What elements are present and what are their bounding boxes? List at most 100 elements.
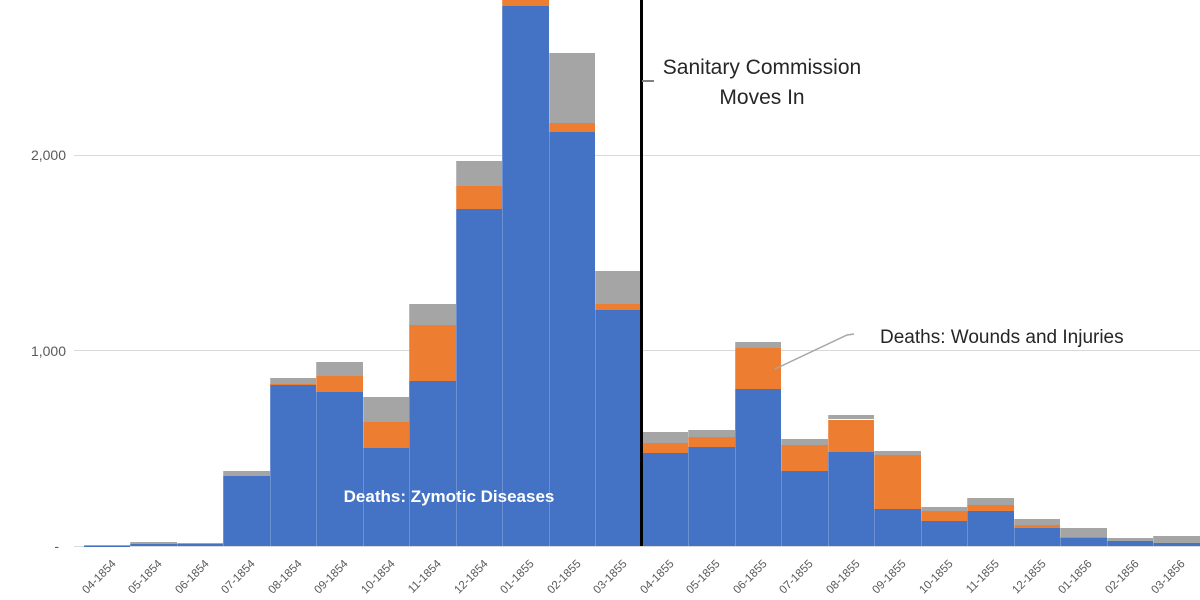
bar-segment-other: [827, 414, 874, 420]
bar-segment-wounds: [688, 437, 735, 447]
x-axis-tick-label: 01-1856: [1056, 558, 1095, 597]
bar-segment-wounds: [316, 376, 363, 392]
x-axis-tick-label: 12-1855: [1009, 558, 1049, 597]
x-axis-tick-label: 03-1855: [591, 558, 630, 597]
bar-segment-zymotic: [409, 380, 456, 546]
bar-segment-other: [548, 52, 595, 124]
bar-segment-other: [223, 471, 270, 476]
bar-segment-zymotic: [595, 310, 642, 546]
x-axis-tick-label: 07-1854: [219, 558, 258, 597]
bar-segment-wounds: [362, 421, 409, 448]
callout-line: [774, 333, 855, 370]
bar-segment-wounds: [874, 455, 921, 510]
bar-segment-other: [1106, 537, 1153, 542]
bar-segment-zymotic: [223, 475, 270, 546]
bar-segment-zymotic: [548, 131, 595, 546]
bar-segment-other: [920, 507, 967, 511]
bar-segment-other: [176, 542, 223, 544]
x-axis-tick-label: 11-1854: [406, 558, 444, 596]
x-axis-tick-label: 08-1855: [823, 558, 863, 597]
x-axis-tick-label: 02-1855: [544, 558, 584, 597]
gridline: [74, 545, 1200, 547]
bar-segment-zymotic: [176, 543, 223, 546]
x-axis-tick-label: 04-1855: [637, 558, 677, 597]
bar-segment-other: [641, 432, 688, 444]
bar-segment-wounds: [641, 443, 688, 453]
bar-segment-zymotic: [316, 391, 363, 546]
bar-segment-zymotic: [827, 451, 874, 546]
bar-segment-other: [688, 429, 735, 438]
x-axis-tick-label: 10-1854: [358, 558, 398, 597]
bar-segment-wounds: [409, 324, 456, 381]
bar-segment-other: [316, 362, 363, 377]
bar-segment-wounds: [967, 504, 1014, 512]
bar-segment-other: [362, 396, 409, 422]
bar-segment-zymotic: [967, 511, 1014, 546]
bar-segment-other: [1153, 536, 1200, 544]
series-label-wounds: Deaths: Wounds and Injuries: [880, 327, 1124, 348]
x-axis-tick-label: 06-1855: [730, 558, 770, 597]
bar-segment-other: [1060, 528, 1107, 538]
event-annotation-line2: Moves In: [719, 86, 805, 109]
bar-segment-other: [734, 342, 781, 349]
bar-segment-other: [781, 438, 828, 446]
bar-segment-zymotic: [1106, 541, 1153, 546]
bar-segment-zymotic: [1013, 528, 1060, 546]
x-axis-tick-label: 09-1855: [870, 558, 909, 597]
y-axis-tick-label: 2,000: [30, 147, 66, 163]
bar-segment-wounds: [734, 348, 781, 390]
gridline: [74, 154, 1200, 156]
bar-segment-other: [1013, 519, 1060, 525]
bar-segment-other: [595, 270, 642, 305]
bar-segment-zymotic: [734, 389, 781, 546]
event-label-connector-line: [641, 80, 654, 82]
x-axis-tick-label: 11-1855: [964, 558, 1002, 596]
x-axis-tick-label: 10-1855: [916, 558, 956, 597]
bar-segment-wounds: [827, 419, 874, 452]
bar-segment-other: [409, 304, 456, 325]
bar-segment-other: [269, 378, 316, 384]
series-label-zymotic: Deaths: Zymotic Diseases: [343, 487, 555, 506]
event-annotation: Sanitary Commission Moves In: [663, 53, 861, 113]
bar-segment-wounds: [502, 0, 549, 7]
x-axis-tick-label: 02-1856: [1102, 558, 1142, 597]
bar-segment-other: [874, 451, 921, 456]
bar-segment-zymotic: [502, 6, 549, 546]
event-annotation-line1: Sanitary Commission: [662, 56, 862, 79]
bar-segment-zymotic: [920, 520, 967, 546]
x-axis-tick-label: 07-1855: [777, 558, 816, 597]
x-axis-tick-label: 12-1854: [451, 558, 491, 597]
bar-segment-zymotic: [362, 447, 409, 546]
x-axis-tick-label: 06-1854: [172, 558, 212, 597]
x-axis-tick-label: 03-1856: [1149, 558, 1188, 597]
bar-segment-zymotic: [1153, 543, 1200, 546]
bar-segment-zymotic: [455, 208, 502, 546]
x-axis-tick-label: 08-1854: [265, 558, 305, 597]
x-axis-tick-label: 05-1855: [684, 558, 723, 597]
bar-segment-other: [455, 160, 502, 187]
bar-segment-zymotic: [1060, 537, 1107, 546]
x-axis-tick-label: 01-1855: [498, 558, 537, 597]
y-axis-tick-label: 1,000: [30, 342, 66, 359]
bar-segment-wounds: [920, 510, 967, 521]
bar-segment-wounds: [595, 304, 642, 311]
bar-segment-wounds: [1013, 524, 1060, 529]
x-axis-tick-label: 04-1854: [79, 558, 119, 597]
bar-segment-wounds: [548, 123, 595, 132]
bar-segment-wounds: [455, 186, 502, 209]
bar-segment-zymotic: [781, 471, 828, 546]
bar-segment-wounds: [781, 445, 828, 472]
bar-segment-zymotic: [130, 543, 177, 546]
bar-segment-zymotic: [874, 509, 921, 546]
bar-segment-other: [130, 541, 177, 544]
bar-segment-other: [83, 544, 130, 546]
bar-segment-other: [967, 498, 1014, 505]
x-axis-tick-label: 09-1854: [312, 558, 351, 597]
x-axis-tick-label: 05-1854: [126, 558, 165, 597]
y-axis-tick-label: -: [54, 538, 59, 554]
bar-segment-zymotic: [688, 446, 735, 546]
event-marker-line: [640, 0, 643, 546]
bar-segment-zymotic: [641, 452, 688, 546]
